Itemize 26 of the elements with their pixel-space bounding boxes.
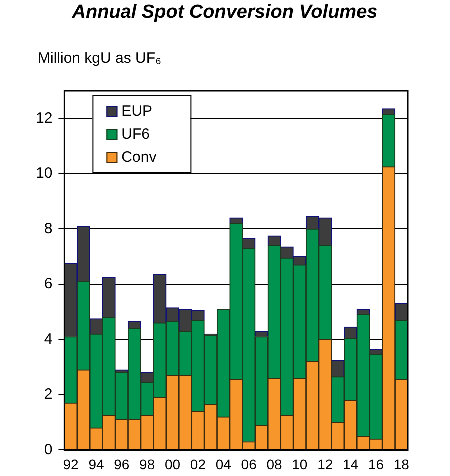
x-tick-label: 92 <box>63 456 80 472</box>
x-tick-label: 08 <box>266 456 282 472</box>
x-tick-label: 02 <box>190 456 206 472</box>
y-tick-label: 10 <box>36 165 53 182</box>
y-tick-label: 12 <box>36 110 53 127</box>
x-tick-label: 98 <box>140 456 156 472</box>
x-tick-label: 18 <box>394 456 410 472</box>
y-tick-label: 4 <box>44 330 53 348</box>
x-tick-label: 16 <box>368 456 384 472</box>
y-tick-label: 2 <box>44 386 53 404</box>
x-tick-label: 00 <box>164 456 181 472</box>
y-tick-label: 0 <box>44 441 53 458</box>
y-axis-title: Million kgU as UF₆ <box>38 50 162 67</box>
x-tick-label: 12 <box>318 456 334 472</box>
x-tick-label: 10 <box>292 456 308 472</box>
x-tick-label: 94 <box>88 456 104 472</box>
legend-label: UF6 <box>122 126 150 144</box>
y-tick-label: 6 <box>44 276 53 293</box>
x-tick-label: 96 <box>114 456 130 472</box>
x-tick-label: 14 <box>342 456 359 472</box>
legend-label: EUP <box>122 103 153 120</box>
x-tick-label: 06 <box>241 456 258 472</box>
chart-title: Annual Spot Conversion Volumes <box>71 2 379 24</box>
y-tick-label: 8 <box>44 220 53 238</box>
legend-label: Conv <box>122 149 158 166</box>
x-tick-label: 04 <box>216 456 232 472</box>
